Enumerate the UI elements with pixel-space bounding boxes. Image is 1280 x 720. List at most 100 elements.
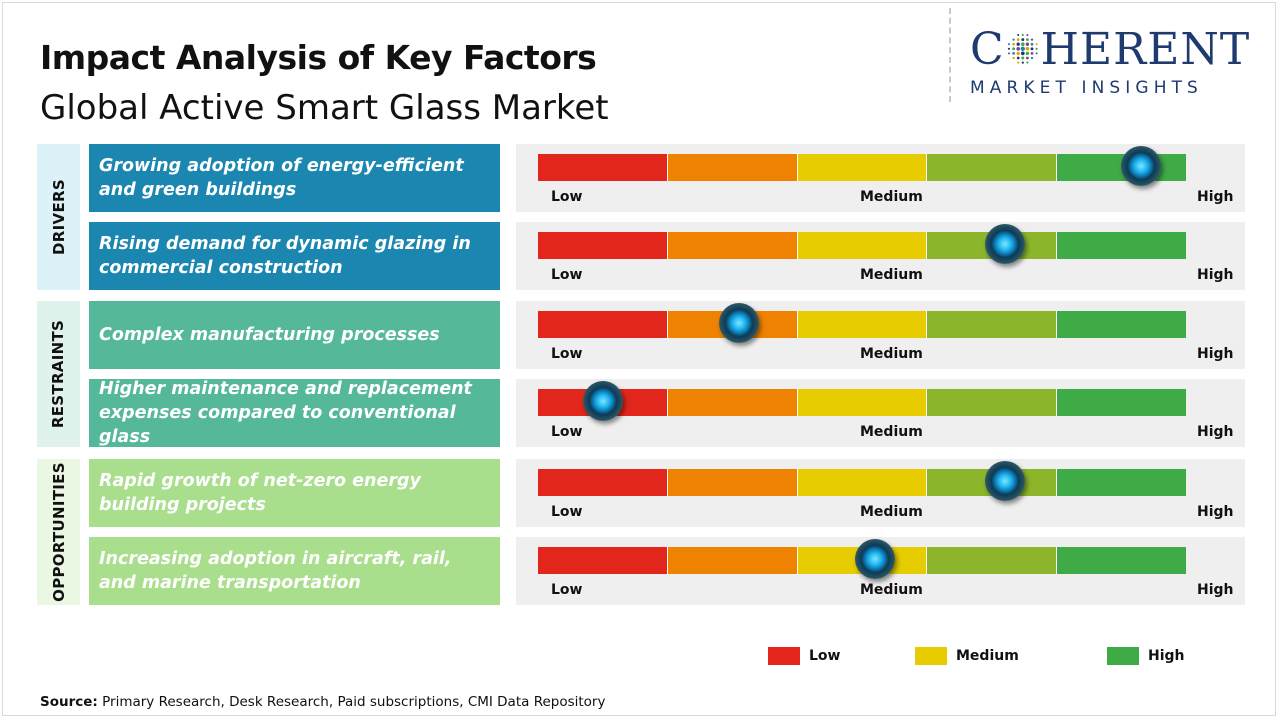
scale-segment-low bbox=[538, 311, 668, 338]
logo-dot bbox=[1035, 52, 1038, 55]
logo-dot bbox=[1021, 61, 1024, 64]
legend-label: High bbox=[1148, 648, 1185, 664]
logo-dot bbox=[1007, 52, 1010, 55]
scale-segment-low-mid bbox=[667, 232, 798, 259]
scale-label-medium: Medium bbox=[860, 189, 923, 205]
scale-label-low: Low bbox=[551, 424, 583, 440]
impact-scale: Low Medium High bbox=[516, 537, 1245, 605]
legend-swatch bbox=[915, 647, 947, 665]
legend-label: Low bbox=[809, 648, 841, 664]
logo-dot bbox=[1020, 42, 1025, 47]
scale-segment-medium bbox=[797, 389, 928, 416]
logo-dot bbox=[1007, 43, 1010, 46]
logo-dot bbox=[1012, 38, 1015, 41]
scale-segment-mid-high bbox=[927, 389, 1058, 416]
impact-marker bbox=[984, 224, 1025, 264]
factor-label: Increasing adoption in aircraft, rail, a… bbox=[89, 537, 500, 605]
logo-dot bbox=[1030, 47, 1034, 51]
impact-scale: Low Medium High bbox=[516, 144, 1245, 212]
scale-segment-low bbox=[538, 154, 668, 181]
scale-label-high: High bbox=[1197, 582, 1234, 598]
impact-marker bbox=[718, 303, 759, 343]
logo-tagline: MARKET INSIGHTS bbox=[970, 78, 1203, 98]
logo-dot bbox=[1016, 46, 1020, 51]
legend-item-medium: Medium bbox=[915, 647, 1019, 665]
company-logo: C HERENT MARKET INSIGHTS bbox=[970, 28, 1260, 99]
scale-segment-low bbox=[538, 547, 668, 574]
scale-segment-high bbox=[1057, 389, 1186, 416]
category-label: OPPORTUNITIES bbox=[49, 462, 68, 602]
scale-segment-medium bbox=[797, 232, 928, 259]
legend-swatch bbox=[1107, 647, 1139, 665]
logo-dot bbox=[1012, 56, 1015, 60]
logo-dot bbox=[1025, 56, 1029, 60]
logo-dot bbox=[1030, 56, 1033, 60]
scale-label-low: Low bbox=[551, 189, 583, 205]
scale-segment-medium bbox=[797, 154, 928, 181]
logo-dot bbox=[1030, 52, 1034, 55]
scale-segment-low-mid bbox=[667, 389, 798, 416]
impact-scale: Low Medium High bbox=[516, 459, 1245, 527]
scale-label-low: Low bbox=[551, 504, 583, 520]
scale-segment-low-mid bbox=[667, 547, 798, 574]
logo-dot bbox=[1035, 47, 1038, 50]
scale-label-medium: Medium bbox=[860, 267, 923, 283]
logo-dot bbox=[1035, 43, 1038, 46]
scale-label-medium: Medium bbox=[860, 424, 923, 440]
factor-label: Complex manufacturing processes bbox=[89, 301, 500, 369]
factor-label: Higher maintenance and replacement expen… bbox=[89, 379, 500, 447]
impact-scale: Low Medium High bbox=[516, 222, 1245, 290]
scale-segment-low bbox=[538, 469, 668, 496]
logo-dot bbox=[1020, 46, 1025, 51]
factor-label: Rapid growth of net-zero energy building… bbox=[89, 459, 500, 527]
logo-wordmark: C HERENT bbox=[970, 28, 1260, 72]
impact-scale: Low Medium High bbox=[516, 301, 1245, 369]
logo-dot bbox=[1025, 51, 1029, 56]
impact-marker bbox=[854, 539, 895, 579]
category-tab-drivers: DRIVERS bbox=[37, 144, 80, 290]
logo-dot bbox=[1021, 38, 1024, 42]
scale-label-high: High bbox=[1197, 267, 1234, 283]
impact-marker bbox=[1120, 146, 1161, 186]
scale-label-low: Low bbox=[551, 582, 583, 598]
logo-dot bbox=[1021, 33, 1024, 37]
scale-label-high: High bbox=[1197, 504, 1234, 520]
logo-letters-herent: HERENT bbox=[1040, 24, 1251, 75]
factor-label: Growing adoption of energy-efficient and… bbox=[89, 144, 500, 212]
logo-letter-c: C bbox=[970, 24, 1005, 75]
scale-segment-low-mid bbox=[667, 154, 798, 181]
scale-segment-high bbox=[1057, 469, 1186, 496]
source-text: Primary Research, Desk Research, Paid su… bbox=[102, 694, 606, 710]
scale-segment-low bbox=[538, 232, 668, 259]
impact-marker bbox=[582, 381, 623, 421]
logo-dot bbox=[1020, 51, 1025, 56]
logo-dot-globe-icon bbox=[1007, 33, 1038, 64]
logo-dot bbox=[1026, 61, 1029, 64]
scale-segment-high bbox=[1057, 547, 1186, 574]
scale-label-high: High bbox=[1197, 424, 1234, 440]
factor-label: Rising demand for dynamic glazing in com… bbox=[89, 222, 500, 290]
category-tab-opportunities: OPPORTUNITIES bbox=[37, 459, 80, 605]
legend-item-low: Low bbox=[768, 647, 840, 665]
header-divider bbox=[949, 8, 951, 102]
logo-dot bbox=[1011, 47, 1015, 51]
logo-dot bbox=[1030, 38, 1033, 41]
logo-dot bbox=[1016, 51, 1020, 56]
scale-segment-medium bbox=[797, 469, 928, 496]
scale-label-low: Low bbox=[551, 267, 583, 283]
logo-dot bbox=[1011, 52, 1015, 55]
impact-gradient-bar bbox=[538, 469, 1186, 496]
logo-dot bbox=[1030, 42, 1034, 46]
scale-segment-high bbox=[1057, 311, 1186, 338]
scale-segment-high bbox=[1057, 232, 1186, 259]
logo-dot bbox=[1011, 42, 1015, 46]
scale-label-high: High bbox=[1197, 189, 1234, 205]
category-label: DRIVERS bbox=[49, 179, 68, 255]
legend-swatch bbox=[768, 647, 800, 665]
scale-label-medium: Medium bbox=[860, 346, 923, 362]
impact-gradient-bar bbox=[538, 154, 1186, 181]
logo-dot bbox=[1007, 47, 1010, 50]
impact-scale: Low Medium High bbox=[516, 379, 1245, 447]
logo-dot bbox=[1025, 46, 1029, 51]
